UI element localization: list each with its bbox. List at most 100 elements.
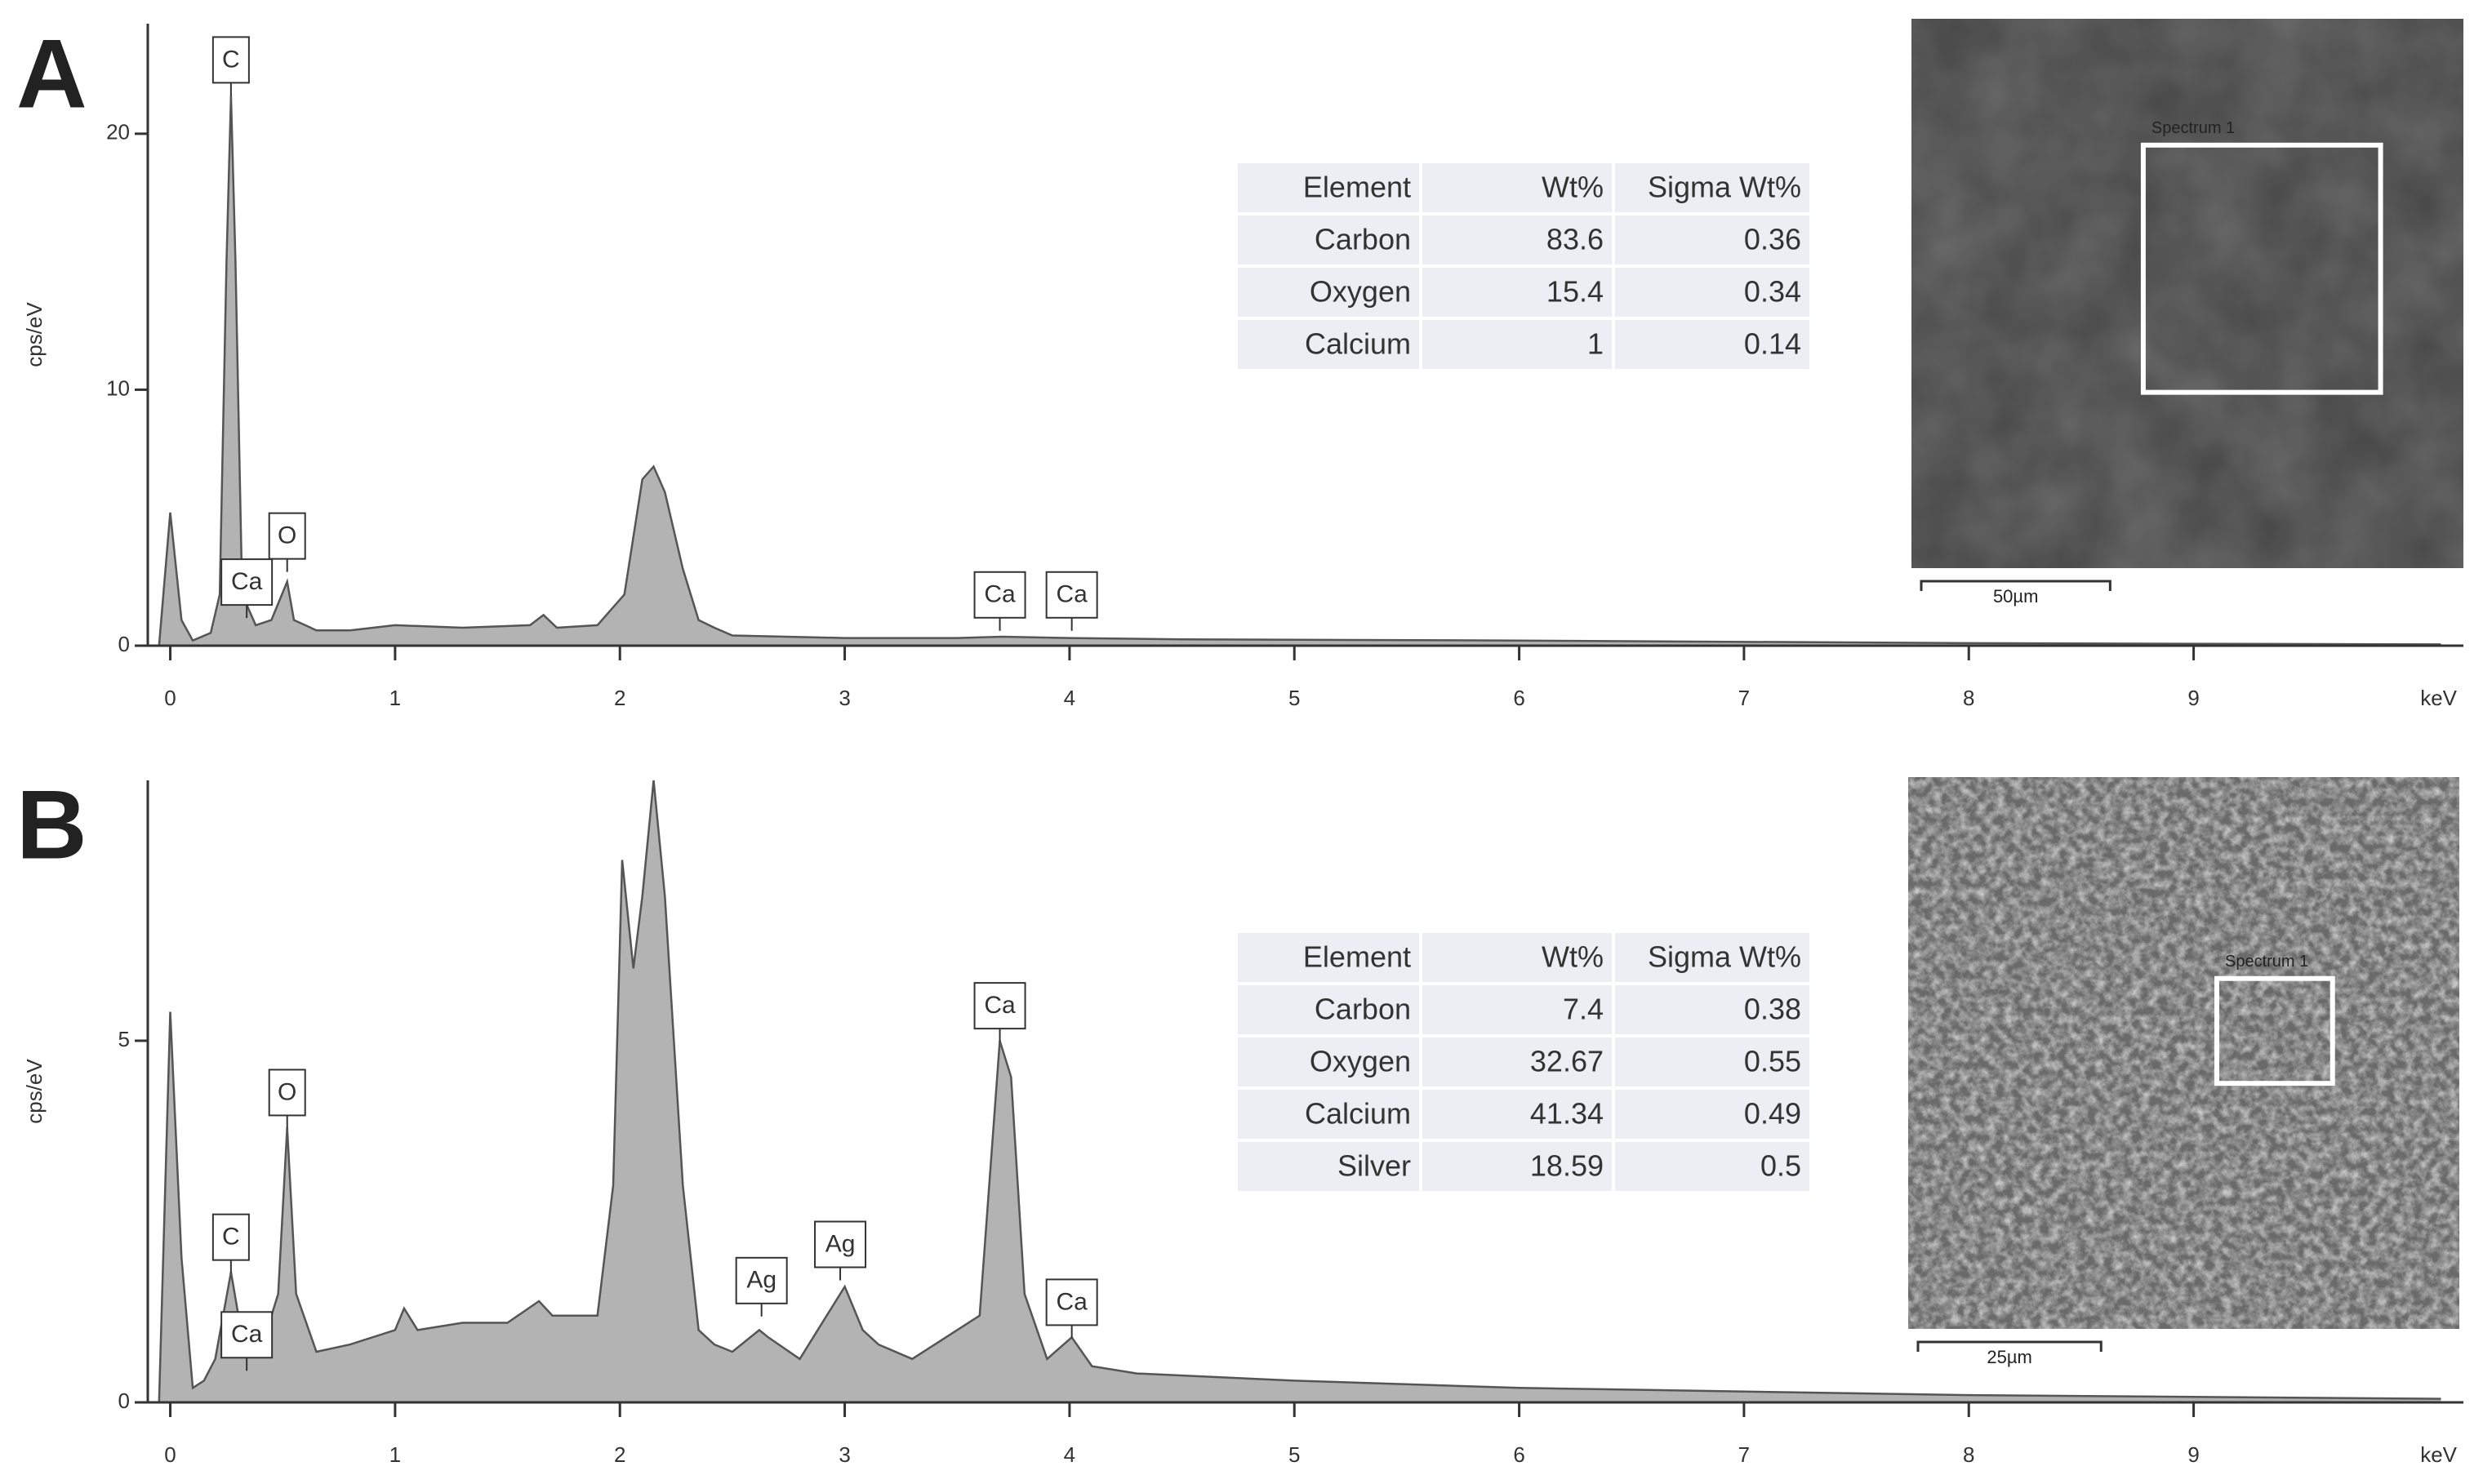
table-cell: 1 (1587, 327, 1604, 361)
table-cell: 83.6 (1546, 223, 1604, 256)
sem-texture (1911, 19, 2463, 568)
table-cell-bg (1615, 933, 1809, 982)
table-cell: 7.4 (1563, 993, 1604, 1026)
annotation-label: Ca (1056, 581, 1088, 608)
annotation-label: C (222, 1224, 240, 1251)
annotation-label: O (278, 1078, 296, 1105)
x-tick-label: 6 (1513, 686, 1524, 710)
table-cell-bg (1238, 320, 1419, 369)
x-tick-label: 9 (2187, 1442, 2199, 1467)
table-cell: Silver (1337, 1149, 1411, 1183)
x-tick-label: 2 (614, 1442, 625, 1467)
x-tick-label: 1 (389, 1442, 401, 1467)
x-tick-label: 1 (389, 686, 401, 710)
table-cell-bg (1422, 985, 1612, 1034)
peak-annotation: Ca (973, 982, 1026, 1042)
x-tick-label: 5 (1288, 686, 1300, 710)
x-tick-label: 8 (1963, 686, 1974, 710)
table-cell-bg (1615, 1142, 1809, 1191)
x-tick-label: 9 (2187, 686, 2199, 710)
y-tick-label: 0 (118, 632, 130, 656)
x-axis-unit: keV (2420, 686, 2457, 710)
peak-annotation: Ca (1045, 1278, 1098, 1339)
annotation-label: Ag (746, 1267, 776, 1294)
table-cell-bg (1238, 933, 1419, 982)
annotation-box (973, 571, 1026, 619)
table-cell-bg (1238, 985, 1419, 1034)
table-cell: 18.59 (1530, 1149, 1604, 1183)
x-tick-label: 8 (1963, 1442, 1974, 1467)
annotation-label: Ag (825, 1230, 856, 1257)
x-tick-label: 5 (1288, 1442, 1300, 1467)
annotation-box (211, 1213, 250, 1261)
table-cell-bg (1422, 163, 1612, 212)
table-cell-bg (1422, 215, 1612, 264)
x-tick-label: 7 (1738, 686, 1750, 710)
scale-bar-label: 25µm (1987, 1347, 2031, 1367)
table-cell: 32.67 (1530, 1045, 1604, 1078)
annotation-box (735, 1256, 788, 1304)
peak-annotation: O (268, 512, 306, 572)
table-cell: 0.36 (1744, 223, 1801, 256)
y-tick-label: 10 (106, 375, 130, 400)
x-tick-label: 6 (1513, 1442, 1524, 1467)
x-tick-label: 2 (614, 686, 625, 710)
y-tick-label: 5 (118, 1027, 130, 1051)
annotation-box (268, 512, 306, 560)
table-cell-bg (1615, 985, 1809, 1034)
scale-bar (1916, 1340, 2103, 1352)
table-cell-bg (1422, 320, 1612, 369)
annotation-label: Ca (231, 568, 263, 595)
annotation-label: Ca (984, 992, 1016, 1019)
table-cell: Carbon (1315, 223, 1411, 256)
annotation-box (1045, 1278, 1098, 1326)
peak-annotation: Ca (973, 571, 1026, 631)
table-cell-bg (1238, 268, 1419, 317)
y-axis-label: cps/eV (22, 1059, 47, 1124)
table-cell: Carbon (1315, 993, 1411, 1026)
annotation-label: Ca (1056, 1288, 1088, 1315)
table-cell-bg (1422, 1090, 1612, 1139)
table-cell: Oxygen (1310, 275, 1411, 309)
peak-annotation: Ca (220, 1311, 274, 1371)
region-label: Spectrum 1 (2151, 119, 2235, 137)
table-header: Sigma Wt% (1648, 940, 1801, 974)
table-cell-bg (1615, 1037, 1809, 1086)
x-tick-label: 4 (1064, 1442, 1075, 1467)
table-header: Wt% (1542, 940, 1604, 974)
table-cell: 0.34 (1744, 275, 1801, 309)
table-cell-bg (1422, 268, 1612, 317)
table-cell: 0.14 (1744, 327, 1801, 361)
table-cell: 15.4 (1546, 275, 1604, 309)
spectrum-region (2140, 142, 2383, 395)
table-cell-bg (1422, 1037, 1612, 1086)
x-axis-unit: keV (2420, 1442, 2457, 1467)
table-cell-bg (1238, 1037, 1419, 1086)
annotation-box (814, 1220, 867, 1269)
panel-letter: A (16, 20, 87, 129)
table-cell: Calcium (1305, 1097, 1411, 1131)
table-header: Element (1303, 171, 1411, 204)
x-tick-label: 3 (839, 1442, 850, 1467)
table-header: Wt% (1542, 171, 1604, 204)
annotation-label: Ca (984, 581, 1016, 608)
scale-bar-label: 50µm (1993, 586, 2038, 606)
annotation-box (220, 558, 274, 606)
table-cell: 0.38 (1744, 993, 1801, 1026)
peak-annotation: Ag (735, 1256, 788, 1317)
table-cell-bg (1238, 163, 1419, 212)
y-tick-label: 0 (118, 1388, 130, 1413)
peak-annotation: Ag (814, 1220, 867, 1281)
table-cell-bg (1615, 215, 1809, 264)
table-cell-bg (1422, 933, 1612, 982)
region-label: Spectrum 1 (2225, 953, 2308, 971)
x-tick-label: 0 (164, 686, 176, 710)
table-cell: 41.34 (1530, 1097, 1604, 1131)
sem-texture (1908, 777, 2459, 1329)
annotation-label: Ca (231, 1321, 263, 1348)
peak-annotation: Ca (220, 558, 274, 619)
scale-bar (1920, 580, 2111, 591)
x-tick-label: 4 (1064, 686, 1075, 710)
